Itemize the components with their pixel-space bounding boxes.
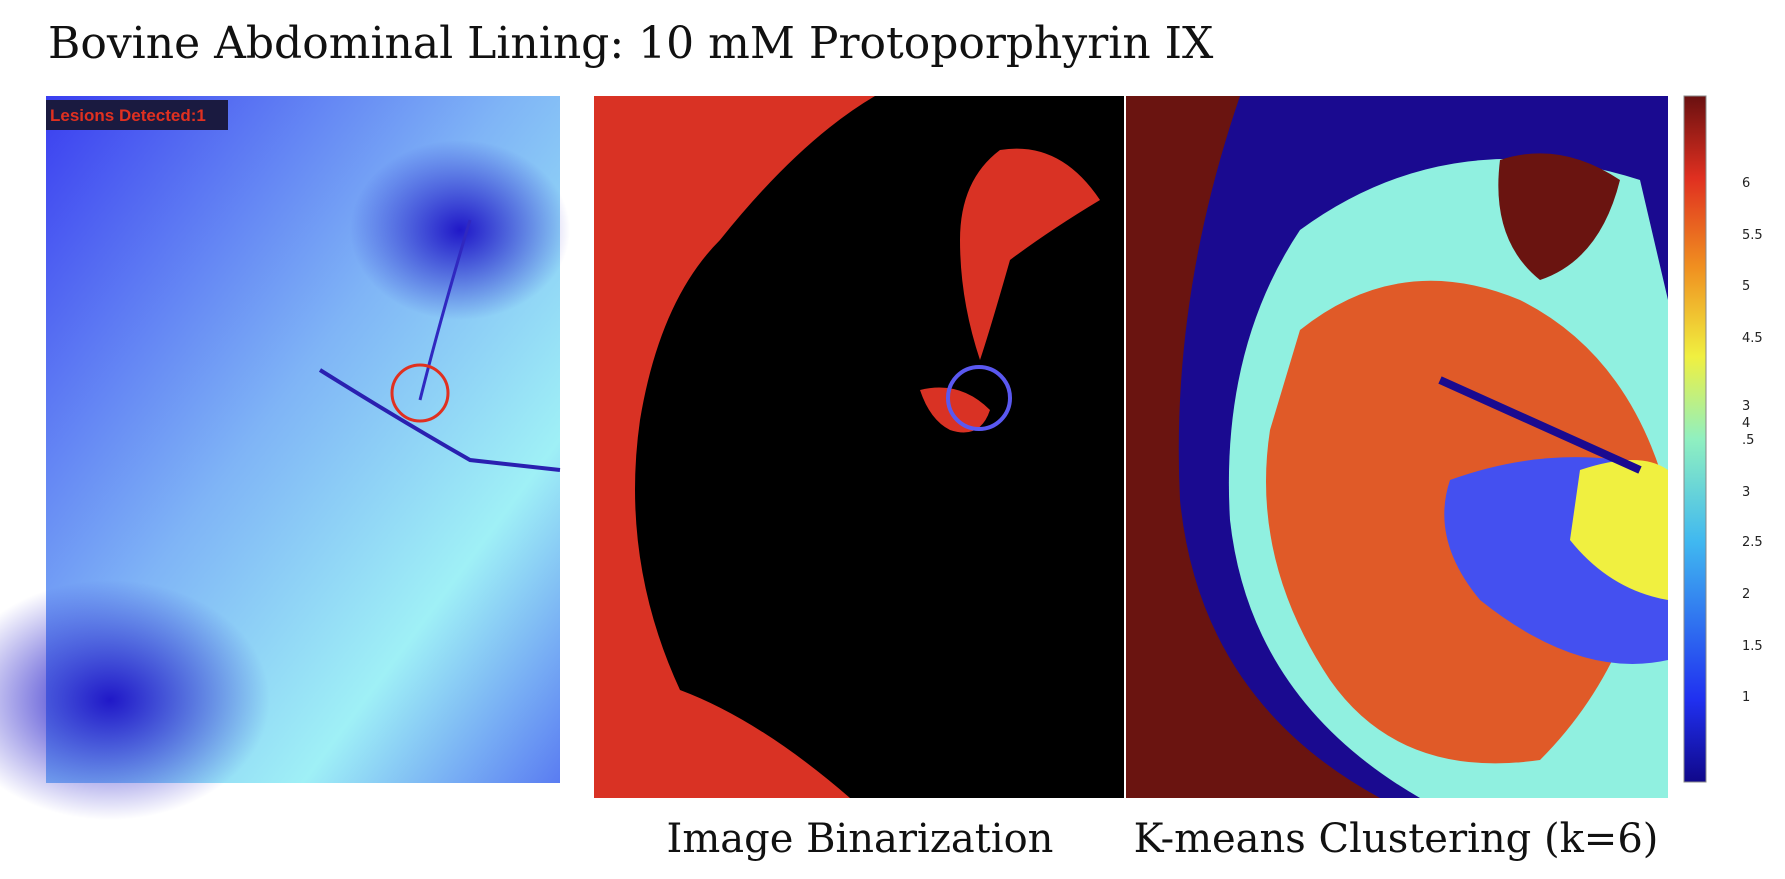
binarization-image: [594, 96, 1124, 798]
colorbar-label: 2.5: [1742, 535, 1763, 550]
caption: Image Binarization: [667, 816, 1054, 862]
title: Bovine Abdominal Lining: 10 mM Protoporp…: [48, 18, 1214, 69]
colorbar-label: 1.5: [1742, 639, 1763, 654]
tissue-image: Lesions Detected:1: [0, 96, 570, 820]
colorbar-label: 4.5: [1742, 331, 1763, 346]
colorbar-label: 6: [1742, 176, 1750, 191]
colorbar-label: 1: [1742, 690, 1750, 705]
kmeans-image: [1126, 96, 1668, 798]
colorbar-labels: 65.554.534.532.521.51: [1742, 176, 1763, 705]
colorbar-label: 4: [1742, 416, 1750, 431]
lesion-label: Lesions Detected:1: [50, 106, 206, 125]
colorbar: [1683, 95, 1707, 783]
colorbar-label: 5: [1742, 279, 1750, 294]
colorbar-label: 2: [1742, 587, 1750, 602]
colorbar-label: .5: [1742, 433, 1754, 448]
colorbar-label: 5.5: [1742, 228, 1763, 243]
colorbar-label: 3: [1742, 485, 1750, 500]
colorbar-label: 3: [1742, 399, 1750, 414]
caption: K-means Clustering (k=6): [1134, 816, 1659, 862]
